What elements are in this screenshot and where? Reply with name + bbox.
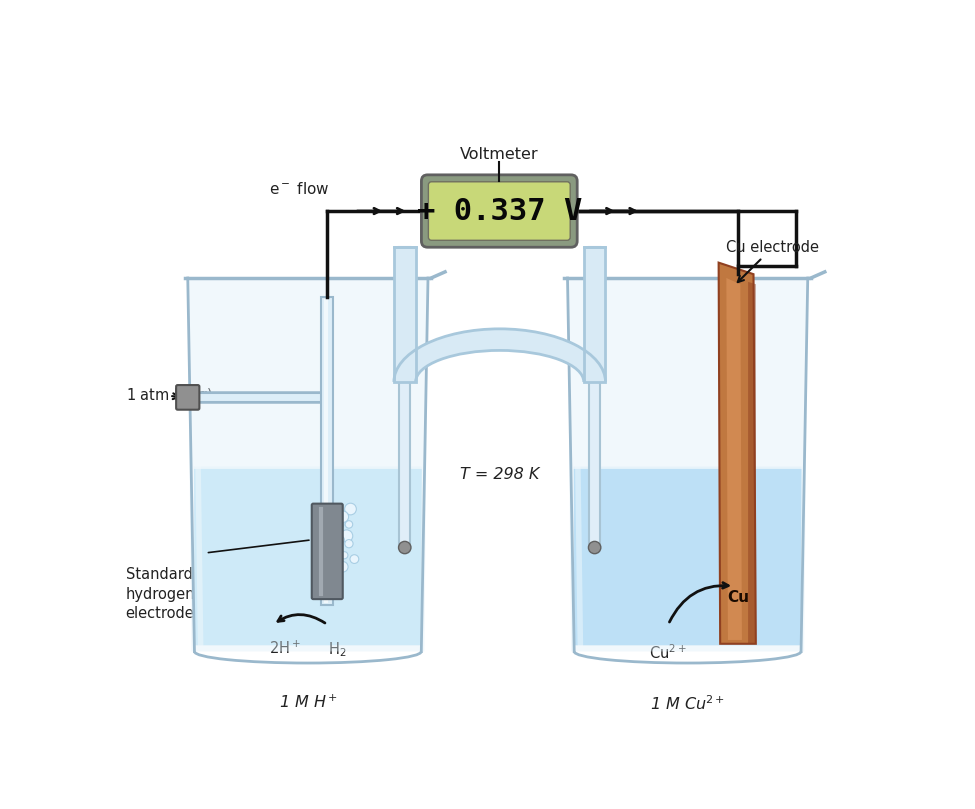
Text: Cu electrode: Cu electrode (726, 239, 819, 282)
Circle shape (337, 511, 348, 522)
Text: H$_2$: H$_2$ (328, 640, 346, 659)
Circle shape (339, 563, 346, 570)
FancyBboxPatch shape (321, 297, 333, 605)
Circle shape (343, 519, 355, 531)
Circle shape (341, 531, 352, 541)
Circle shape (334, 520, 343, 529)
Circle shape (399, 541, 410, 553)
Text: 1 $M$ H$^+$: 1 $M$ H$^+$ (279, 694, 337, 711)
Text: 2H$^+$: 2H$^+$ (269, 640, 300, 657)
Circle shape (332, 586, 341, 595)
Text: e$^-$ flow: e$^-$ flow (269, 181, 330, 197)
Circle shape (347, 506, 354, 512)
Circle shape (328, 571, 334, 578)
Polygon shape (719, 263, 756, 644)
Polygon shape (394, 248, 415, 382)
Text: 1 $M$ Cu$^{2+}$: 1 $M$ Cu$^{2+}$ (650, 694, 725, 713)
Text: Cu: Cu (727, 590, 749, 605)
Circle shape (332, 524, 339, 532)
FancyBboxPatch shape (428, 182, 570, 240)
Text: + 0.337 V: + 0.337 V (416, 197, 582, 226)
Circle shape (350, 554, 359, 564)
Polygon shape (394, 328, 605, 382)
Polygon shape (726, 278, 742, 640)
Text: T = 298 K: T = 298 K (459, 467, 539, 482)
FancyBboxPatch shape (312, 504, 343, 599)
Polygon shape (194, 467, 422, 646)
Circle shape (589, 541, 601, 553)
Circle shape (343, 538, 355, 549)
FancyBboxPatch shape (589, 248, 600, 548)
Polygon shape (573, 467, 801, 646)
Text: 1 atm H$_2$($g$): 1 atm H$_2$($g$) (126, 387, 213, 405)
FancyBboxPatch shape (421, 175, 577, 248)
Text: Voltmeter: Voltmeter (460, 146, 538, 162)
FancyBboxPatch shape (400, 248, 410, 548)
Polygon shape (188, 278, 428, 651)
Polygon shape (584, 248, 605, 382)
Text: Standard
hydrogen
electrode: Standard hydrogen electrode (126, 567, 195, 621)
Polygon shape (748, 282, 756, 644)
Circle shape (328, 546, 339, 557)
Polygon shape (567, 278, 807, 651)
FancyBboxPatch shape (176, 385, 199, 409)
Circle shape (339, 550, 350, 561)
Circle shape (335, 534, 347, 545)
Circle shape (332, 508, 341, 518)
Text: Cu$^{2+}$: Cu$^{2+}$ (649, 644, 687, 663)
